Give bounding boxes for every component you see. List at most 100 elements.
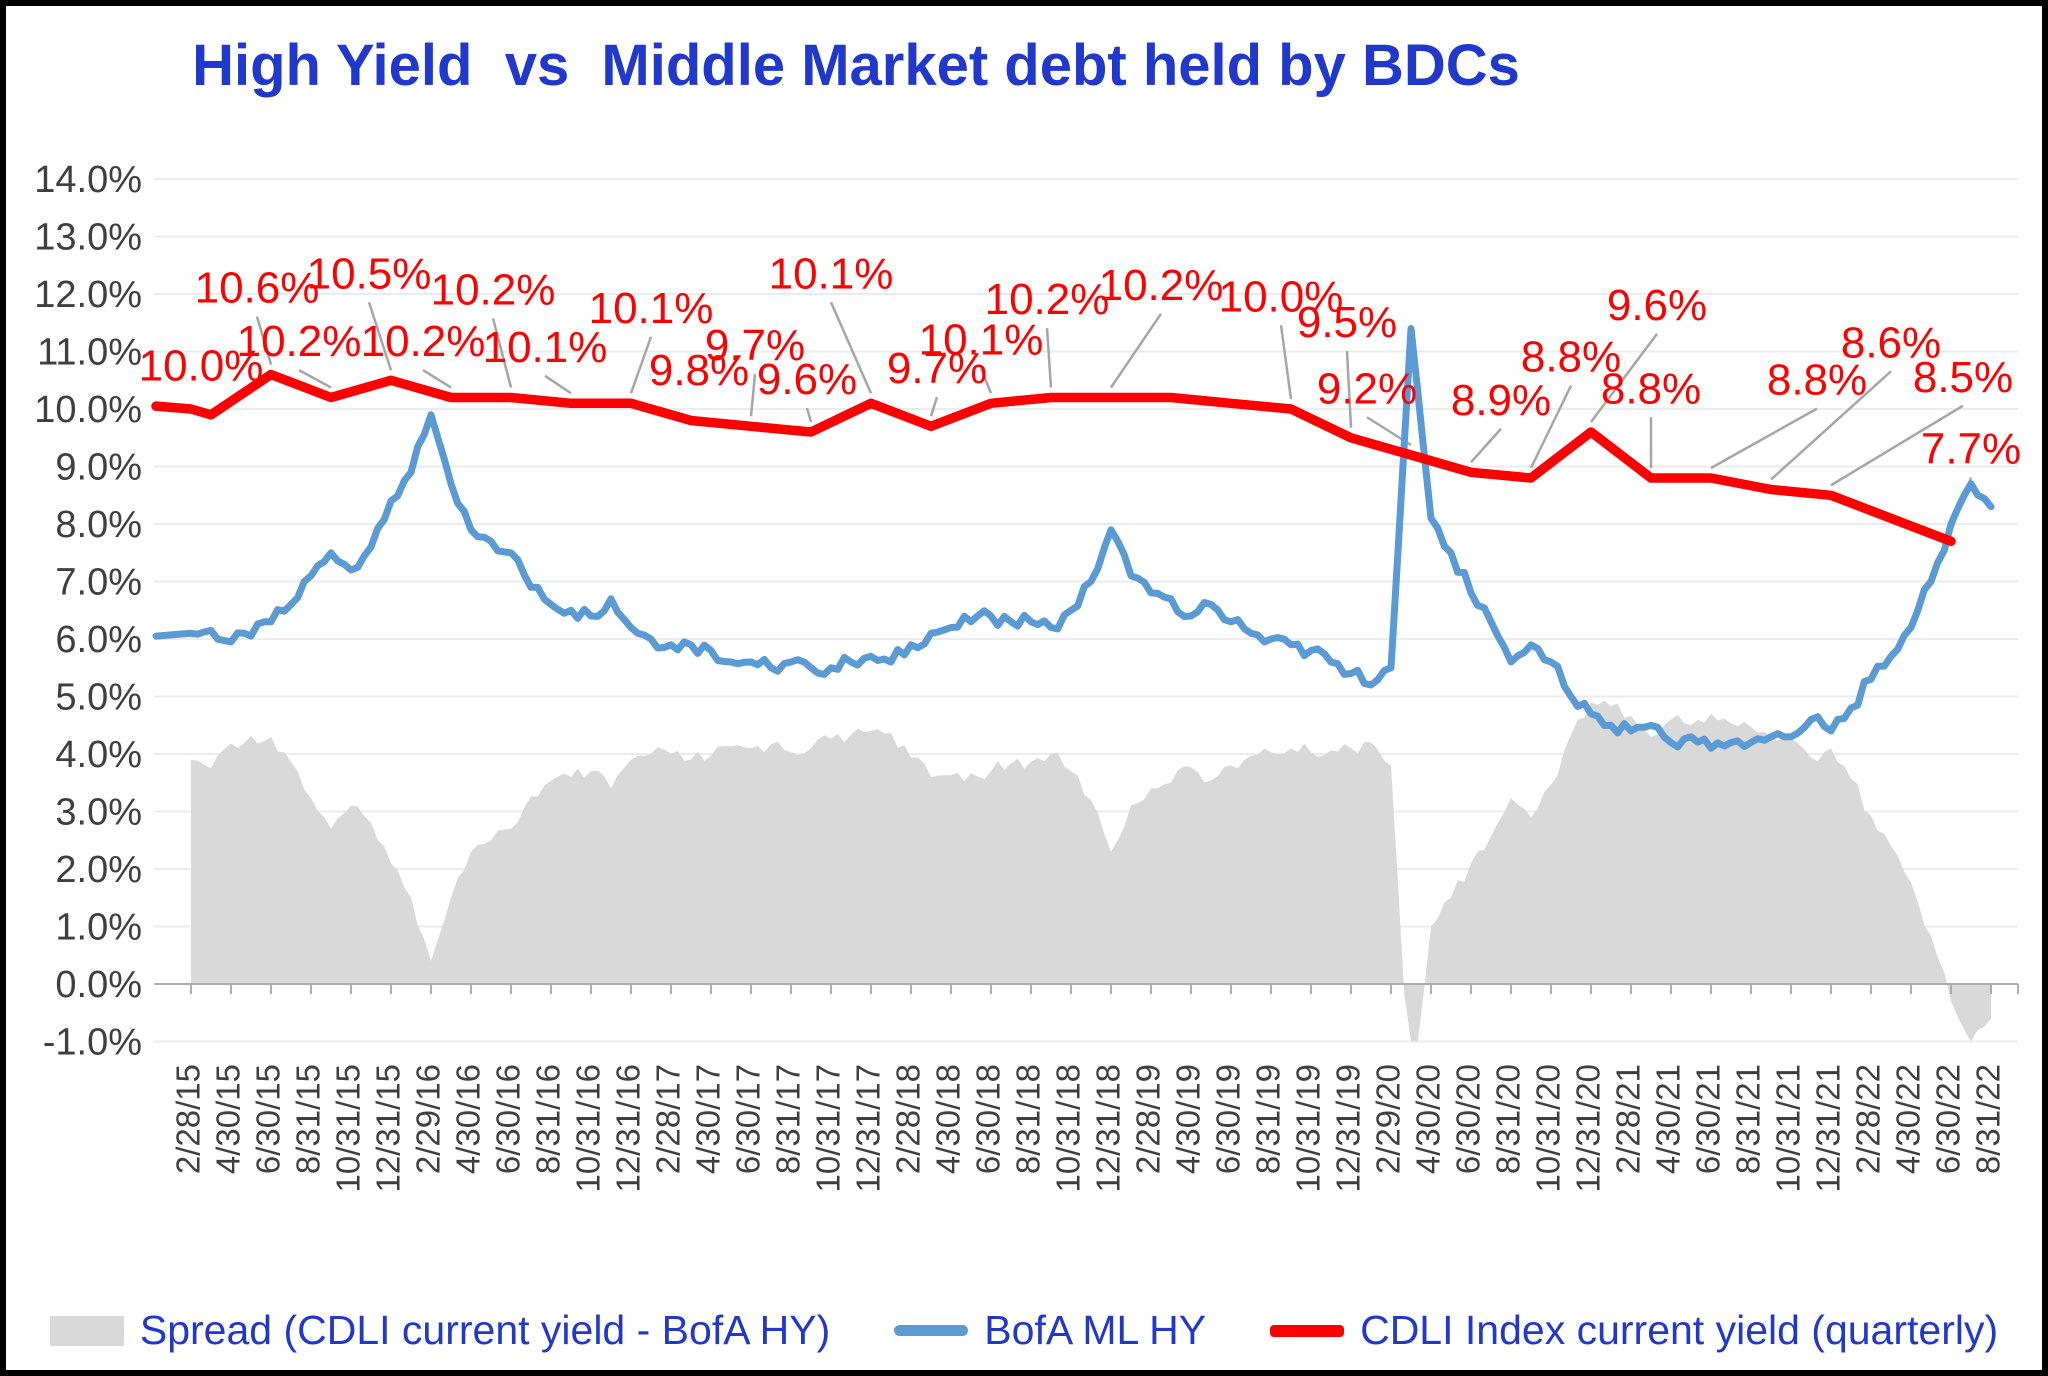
svg-text:12/31/18: 12/31/18 xyxy=(1090,1064,1127,1192)
x-axis-line xyxy=(154,983,2019,994)
svg-text:8/31/18: 8/31/18 xyxy=(1010,1064,1047,1174)
svg-text:4/30/16: 4/30/16 xyxy=(450,1064,487,1174)
svg-text:10/31/20: 10/31/20 xyxy=(1530,1064,1567,1192)
svg-text:2.0%: 2.0% xyxy=(55,849,142,891)
svg-text:8/31/17: 8/31/17 xyxy=(770,1064,807,1174)
svg-text:9.5%: 9.5% xyxy=(1297,298,1397,347)
svg-text:8/31/16: 8/31/16 xyxy=(530,1064,567,1174)
svg-text:10.0%: 10.0% xyxy=(139,341,264,390)
svg-text:10.1%: 10.1% xyxy=(919,315,1044,364)
spread-swatch-icon xyxy=(49,1315,124,1346)
svg-text:10.1%: 10.1% xyxy=(483,323,608,372)
svg-text:4/30/20: 4/30/20 xyxy=(1410,1064,1447,1174)
svg-text:4.0%: 4.0% xyxy=(55,734,142,776)
svg-text:10/31/21: 10/31/21 xyxy=(1770,1064,1807,1192)
svg-text:3.0%: 3.0% xyxy=(55,792,142,834)
svg-text:6/30/19: 6/30/19 xyxy=(1210,1064,1247,1174)
svg-text:12/31/16: 12/31/16 xyxy=(610,1064,647,1192)
svg-text:12.0%: 12.0% xyxy=(34,274,142,316)
svg-text:-1.0%: -1.0% xyxy=(43,1022,142,1064)
svg-text:10.0%: 10.0% xyxy=(1219,272,1344,321)
svg-text:8.8%: 8.8% xyxy=(1521,333,1621,382)
svg-text:10/31/18: 10/31/18 xyxy=(1050,1064,1087,1192)
legend-label-bofa-hy: BofA ML HY xyxy=(984,1307,1207,1353)
svg-text:4/30/18: 4/30/18 xyxy=(930,1064,967,1174)
svg-text:8/31/15: 8/31/15 xyxy=(290,1064,327,1174)
svg-text:6/30/21: 6/30/21 xyxy=(1690,1064,1727,1174)
svg-text:10.2%: 10.2% xyxy=(431,265,556,314)
svg-text:2/28/19: 2/28/19 xyxy=(1130,1064,1167,1174)
svg-text:2/28/18: 2/28/18 xyxy=(890,1064,927,1174)
svg-text:12/31/17: 12/31/17 xyxy=(850,1064,887,1192)
x-axis-labels: 2/28/15 4/30/15 6/30/15 8/31/15 10/31/15 12/3… xyxy=(170,1064,2007,1192)
svg-text:10.2%: 10.2% xyxy=(361,317,486,366)
svg-text:2/28/17: 2/28/17 xyxy=(650,1064,687,1174)
svg-text:10.6%: 10.6% xyxy=(195,264,320,313)
y-axis-labels: 14.0% 13.0% 12.0% 11.0% 10.0% 9.0% 8.0% 7.0% 6.0… xyxy=(34,159,142,1064)
svg-text:11.0%: 11.0% xyxy=(37,332,142,374)
svg-text:2/28/15: 2/28/15 xyxy=(170,1064,207,1174)
svg-text:12/31/15: 12/31/15 xyxy=(370,1064,407,1192)
bofa-hy-line-series xyxy=(152,325,1995,752)
svg-text:6/30/17: 6/30/17 xyxy=(730,1064,767,1174)
svg-text:10/31/16: 10/31/16 xyxy=(570,1064,607,1192)
svg-text:4/30/19: 4/30/19 xyxy=(1170,1064,1207,1174)
svg-text:10.1%: 10.1% xyxy=(589,284,714,333)
legend-item-bofa-hy: BofA ML HY xyxy=(894,1307,1206,1354)
svg-text:1.0%: 1.0% xyxy=(55,907,142,949)
svg-text:9.7%: 9.7% xyxy=(887,344,987,393)
svg-text:12/31/19: 12/31/19 xyxy=(1330,1064,1367,1192)
svg-text:4/30/22: 4/30/22 xyxy=(1890,1064,1927,1174)
svg-text:14.0%: 14.0% xyxy=(34,159,142,201)
svg-text:4/30/15: 4/30/15 xyxy=(210,1064,247,1174)
svg-text:2/29/20: 2/29/20 xyxy=(1370,1064,1407,1174)
svg-text:10/31/15: 10/31/15 xyxy=(330,1064,367,1192)
svg-text:10/31/19: 10/31/19 xyxy=(1290,1064,1327,1192)
svg-text:8.9%: 8.9% xyxy=(1451,376,1551,425)
svg-text:10.2%: 10.2% xyxy=(985,275,1110,324)
svg-text:10/31/17: 10/31/17 xyxy=(810,1064,847,1192)
svg-text:6/30/18: 6/30/18 xyxy=(970,1064,1007,1174)
svg-text:8/31/22: 8/31/22 xyxy=(1970,1064,2007,1174)
svg-text:6/30/16: 6/30/16 xyxy=(490,1064,527,1174)
svg-text:6/30/15: 6/30/15 xyxy=(250,1064,287,1174)
svg-text:8.0%: 8.0% xyxy=(55,504,142,546)
svg-text:0.0%: 0.0% xyxy=(55,964,142,1006)
svg-text:2/28/21: 2/28/21 xyxy=(1610,1064,1647,1174)
svg-text:8.8%: 8.8% xyxy=(1767,356,1867,405)
svg-text:2/29/16: 2/29/16 xyxy=(410,1064,447,1174)
spread-area-series xyxy=(191,700,1991,1042)
svg-text:8.8%: 8.8% xyxy=(1601,364,1701,413)
plot-area: 10.0%10.6%10.2%10.5%10.2%10.2%10.1%10.1%… xyxy=(34,159,2022,1192)
svg-text:12/31/20: 12/31/20 xyxy=(1570,1064,1607,1192)
svg-text:8/31/20: 8/31/20 xyxy=(1490,1064,1527,1174)
svg-text:8.5%: 8.5% xyxy=(1913,353,2013,402)
svg-text:9.6%: 9.6% xyxy=(757,355,857,404)
svg-text:10.2%: 10.2% xyxy=(237,317,362,366)
cdli-data-labels: 10.0%10.6%10.2%10.5%10.2%10.2%10.1%10.1%… xyxy=(139,249,2022,473)
svg-text:9.0%: 9.0% xyxy=(55,447,142,489)
svg-text:12/31/21: 12/31/21 xyxy=(1810,1064,1847,1192)
legend: Spread (CDLI current yield - BofA HY) Bo… xyxy=(6,1307,2042,1354)
bofa-hy-swatch-icon xyxy=(894,1325,969,1336)
svg-text:9.2%: 9.2% xyxy=(1317,364,1417,413)
svg-text:7.7%: 7.7% xyxy=(1921,425,2021,474)
svg-text:7.0%: 7.0% xyxy=(55,562,142,604)
svg-text:4/30/21: 4/30/21 xyxy=(1650,1064,1687,1174)
legend-item-spread: Spread (CDLI current yield - BofA HY) xyxy=(49,1307,831,1354)
data-label-leader-lines xyxy=(255,301,1973,532)
legend-item-cdli: CDLI Index current yield (quarterly) xyxy=(1270,1307,1998,1354)
cdli-swatch-icon xyxy=(1270,1324,1345,1337)
svg-text:2/28/22: 2/28/22 xyxy=(1850,1064,1887,1174)
svg-text:8/31/19: 8/31/19 xyxy=(1250,1064,1287,1174)
svg-text:8.6%: 8.6% xyxy=(1841,318,1941,367)
legend-label-spread: Spread (CDLI current yield - BofA HY) xyxy=(139,1307,831,1353)
svg-text:6.0%: 6.0% xyxy=(55,619,142,661)
svg-text:8/31/21: 8/31/21 xyxy=(1730,1064,1767,1174)
svg-text:4/30/17: 4/30/17 xyxy=(690,1064,727,1174)
svg-text:10.0%: 10.0% xyxy=(34,389,142,431)
svg-text:9.6%: 9.6% xyxy=(1607,281,1707,330)
svg-text:13.0%: 13.0% xyxy=(34,217,142,259)
svg-text:9.7%: 9.7% xyxy=(705,321,805,370)
